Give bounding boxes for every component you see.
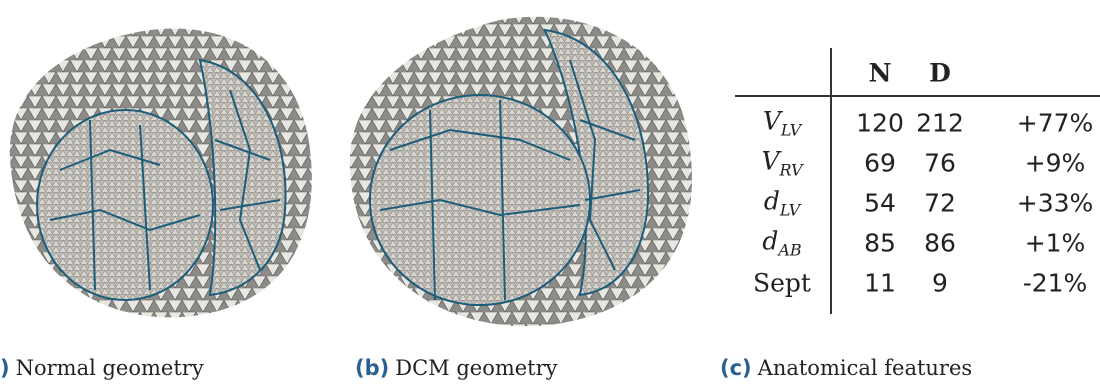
- row-symbol: VRV: [761, 147, 802, 180]
- table-cell: 72: [924, 189, 956, 218]
- table-cell: +77%: [1017, 109, 1094, 138]
- symbol: V: [761, 147, 779, 176]
- table-cell: 120: [856, 109, 904, 138]
- row-symbol: dLV: [764, 187, 800, 220]
- table-cell: 212: [916, 109, 964, 138]
- page: NDVLV120212+77%VRV6976+9%dLV5472+33%dAB8…: [0, 0, 1100, 388]
- table-cell: 85: [864, 229, 896, 258]
- column-header: D: [929, 59, 951, 88]
- caption-label: (c): [720, 356, 752, 380]
- table-cell: -21%: [1023, 269, 1088, 298]
- caption-label: (b): [355, 356, 389, 380]
- row-symbol: Sept: [753, 269, 811, 298]
- table-cell: +33%: [1017, 189, 1094, 218]
- table-cell: 54: [864, 189, 896, 218]
- symbol: d: [762, 227, 778, 256]
- caption-b: (b)DCM geometry: [355, 356, 558, 380]
- column-header: N: [869, 59, 892, 88]
- table-cell: 69: [864, 149, 896, 178]
- table-vertical-rule: [830, 48, 832, 314]
- table-cell: +1%: [1025, 229, 1086, 258]
- symbol: Sept: [753, 269, 811, 298]
- caption-c: (c)Anatomical features: [720, 356, 972, 380]
- symbol: d: [764, 187, 780, 216]
- row-symbol: VLV: [763, 107, 801, 140]
- dcm-mesh-image: [330, 0, 710, 340]
- table-cell: 76: [924, 149, 956, 178]
- symbol: V: [763, 107, 781, 136]
- row-symbol: dAB: [762, 227, 801, 260]
- subscript: AB: [778, 241, 801, 260]
- table-cell: +9%: [1025, 149, 1086, 178]
- table-cell: 9: [932, 269, 948, 298]
- caption-a: )Normal geometry: [0, 356, 204, 380]
- table-cell: 86: [924, 229, 956, 258]
- subscript: LV: [781, 121, 801, 140]
- subscript: LV: [780, 201, 800, 220]
- subscript: RV: [780, 161, 803, 180]
- caption-text: Normal geometry: [16, 356, 204, 380]
- caption-label: ): [0, 356, 10, 380]
- table-horizontal-rule: [735, 95, 1100, 97]
- caption-text: DCM geometry: [395, 356, 557, 380]
- table-cell: 11: [864, 269, 896, 298]
- normal-mesh-image: [0, 0, 330, 340]
- caption-text: Anatomical features: [758, 356, 973, 380]
